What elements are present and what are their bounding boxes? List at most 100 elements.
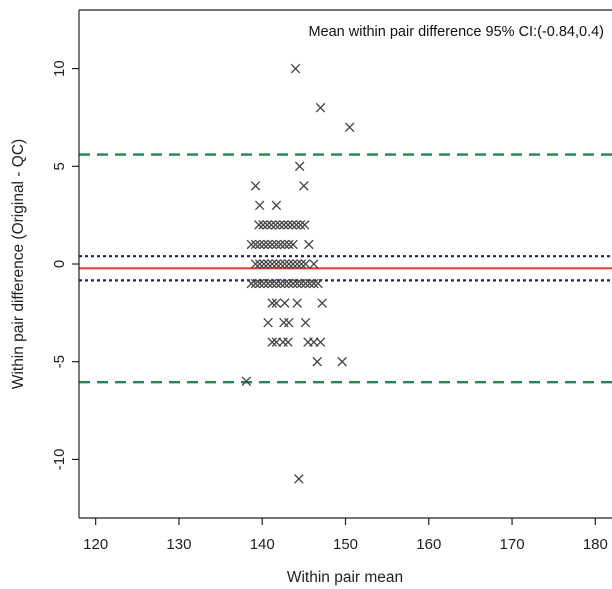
data-point	[284, 278, 294, 289]
ci-annotation: Mean within pair difference 95% CI:(-0.8…	[308, 24, 604, 40]
data-point	[254, 259, 265, 269]
data-point	[279, 220, 289, 230]
data-point	[283, 337, 293, 347]
data-point	[271, 298, 282, 308]
data-point	[267, 337, 277, 347]
data-point	[271, 278, 282, 289]
data-point	[294, 161, 305, 172]
data-point	[271, 259, 282, 269]
data-point	[337, 356, 347, 367]
data-point	[279, 317, 289, 328]
data-point	[304, 278, 315, 289]
data-point	[271, 200, 282, 211]
y-axis-ticks: -10 -5 0 5 10	[51, 60, 79, 470]
data-point	[312, 356, 322, 367]
data-point	[262, 220, 272, 230]
reference-lines	[79, 153, 612, 384]
data-point	[263, 239, 273, 250]
data-point	[254, 220, 264, 230]
data-point	[279, 259, 290, 269]
data-point	[271, 337, 282, 347]
data-point	[275, 239, 286, 250]
data-point	[304, 239, 314, 250]
data-point	[263, 317, 273, 328]
data-point	[309, 278, 319, 289]
data-point	[279, 278, 290, 289]
data-point	[284, 239, 294, 250]
data-point	[288, 278, 298, 289]
data-point	[315, 102, 326, 113]
data-point	[292, 259, 302, 269]
x-tick-label: 150	[333, 536, 358, 553]
y-axis-title: Within pair difference (Original - QC)	[10, 139, 27, 389]
data-point	[267, 259, 277, 269]
data-point	[287, 220, 297, 230]
y-tick-label: 10	[51, 60, 68, 77]
data-point	[246, 239, 257, 250]
data-point	[317, 298, 327, 308]
data-point	[254, 278, 265, 289]
data-points	[241, 63, 355, 484]
data-point	[288, 239, 298, 250]
data-point	[275, 259, 286, 269]
data-point	[250, 278, 261, 289]
x-axis-ticks: 120 130 140 150 160 170 180	[83, 518, 608, 553]
y-tick-label: 5	[51, 162, 68, 170]
data-point	[290, 63, 301, 74]
y-tick-label: -10	[51, 449, 68, 471]
y-tick-label: 0	[51, 260, 68, 268]
data-point	[296, 278, 307, 289]
data-point	[259, 259, 269, 269]
x-tick-label: 180	[583, 536, 608, 553]
data-point	[299, 220, 310, 230]
data-point	[241, 376, 252, 386]
data-point	[292, 278, 302, 289]
data-point	[288, 259, 298, 269]
data-point	[250, 259, 261, 269]
data-point	[309, 259, 319, 269]
data-point	[292, 298, 302, 308]
data-point	[295, 220, 306, 230]
data-point	[246, 278, 257, 289]
data-point	[267, 298, 277, 308]
data-point	[309, 337, 319, 347]
data-point	[250, 239, 261, 250]
data-point	[278, 337, 288, 347]
data-point	[284, 317, 294, 328]
data-point	[271, 239, 282, 250]
data-point	[313, 278, 323, 289]
data-point	[283, 220, 293, 230]
x-axis-title: Within pair mean	[287, 569, 403, 586]
x-tick-label: 140	[250, 536, 275, 553]
data-point	[294, 474, 304, 484]
data-point	[279, 239, 290, 250]
data-point	[263, 259, 273, 269]
data-point	[254, 200, 265, 211]
data-point	[270, 220, 281, 230]
data-point	[250, 181, 261, 191]
data-point	[284, 259, 294, 269]
data-point	[267, 278, 277, 289]
data-point	[254, 239, 265, 250]
data-point	[266, 220, 277, 230]
x-tick-label: 130	[166, 536, 191, 553]
data-point	[300, 259, 311, 269]
data-point	[291, 220, 302, 230]
data-point	[315, 337, 326, 347]
data-point	[267, 239, 277, 250]
x-tick-label: 160	[416, 536, 441, 553]
x-tick-label: 170	[500, 536, 525, 553]
data-point	[279, 298, 290, 308]
y-tick-label: -5	[51, 355, 68, 368]
data-point	[263, 278, 273, 289]
data-point	[300, 278, 311, 289]
data-point	[299, 181, 309, 191]
data-point	[344, 122, 355, 132]
data-point	[259, 278, 269, 289]
data-point	[259, 239, 269, 250]
x-tick-label: 120	[83, 536, 108, 553]
data-point	[258, 220, 268, 230]
data-point	[296, 259, 307, 269]
data-point	[274, 220, 285, 230]
